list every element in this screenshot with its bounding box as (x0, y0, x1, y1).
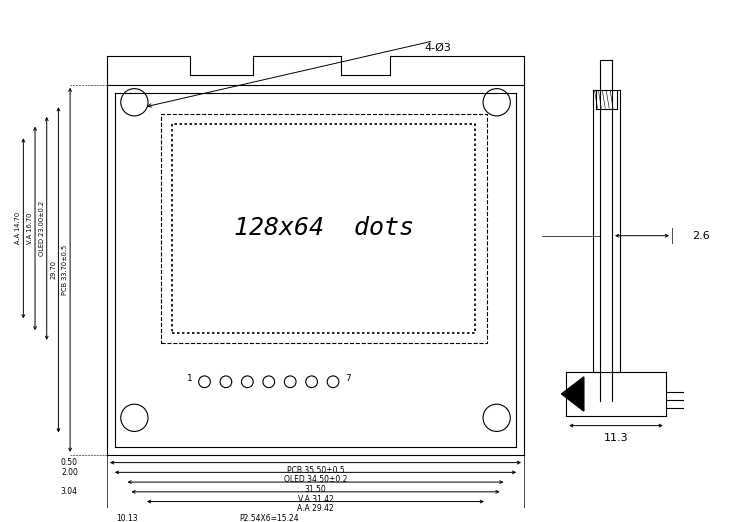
Bar (161, 114, 487, 343)
Text: P2.54X6=15.24: P2.54X6=15.24 (239, 514, 299, 522)
Text: 10.13: 10.13 (115, 514, 137, 522)
Text: 29.70: 29.70 (51, 260, 57, 279)
Text: 11.3: 11.3 (603, 433, 628, 443)
Text: PCB 35.50±0.5: PCB 35.50±0.5 (287, 466, 344, 474)
Text: V.A 16.70: V.A 16.70 (27, 212, 33, 244)
Polygon shape (562, 377, 584, 411)
Bar (172, 124, 475, 333)
Text: 2.6: 2.6 (692, 231, 710, 241)
Text: A.A 14.70: A.A 14.70 (16, 212, 22, 244)
Text: A.A 29.42: A.A 29.42 (297, 504, 334, 514)
Text: 31.50: 31.50 (305, 485, 326, 494)
Text: PCB 33.70±0.5: PCB 33.70±0.5 (62, 245, 68, 295)
Text: 0.50: 0.50 (61, 458, 78, 467)
Text: 128x64  dots: 128x64 dots (234, 217, 413, 241)
Text: OLED 34.50±0.2: OLED 34.50±0.2 (284, 475, 347, 484)
Text: 3.04: 3.04 (61, 488, 78, 496)
Text: 2.00: 2.00 (61, 468, 78, 477)
Text: 4-Ø3: 4-Ø3 (425, 43, 451, 53)
Text: 1: 1 (187, 374, 193, 383)
Text: OLED 23.00±0.2: OLED 23.00±0.2 (39, 201, 45, 256)
Text: V.A 31.42: V.A 31.42 (297, 495, 334, 504)
Text: 7: 7 (345, 374, 351, 383)
